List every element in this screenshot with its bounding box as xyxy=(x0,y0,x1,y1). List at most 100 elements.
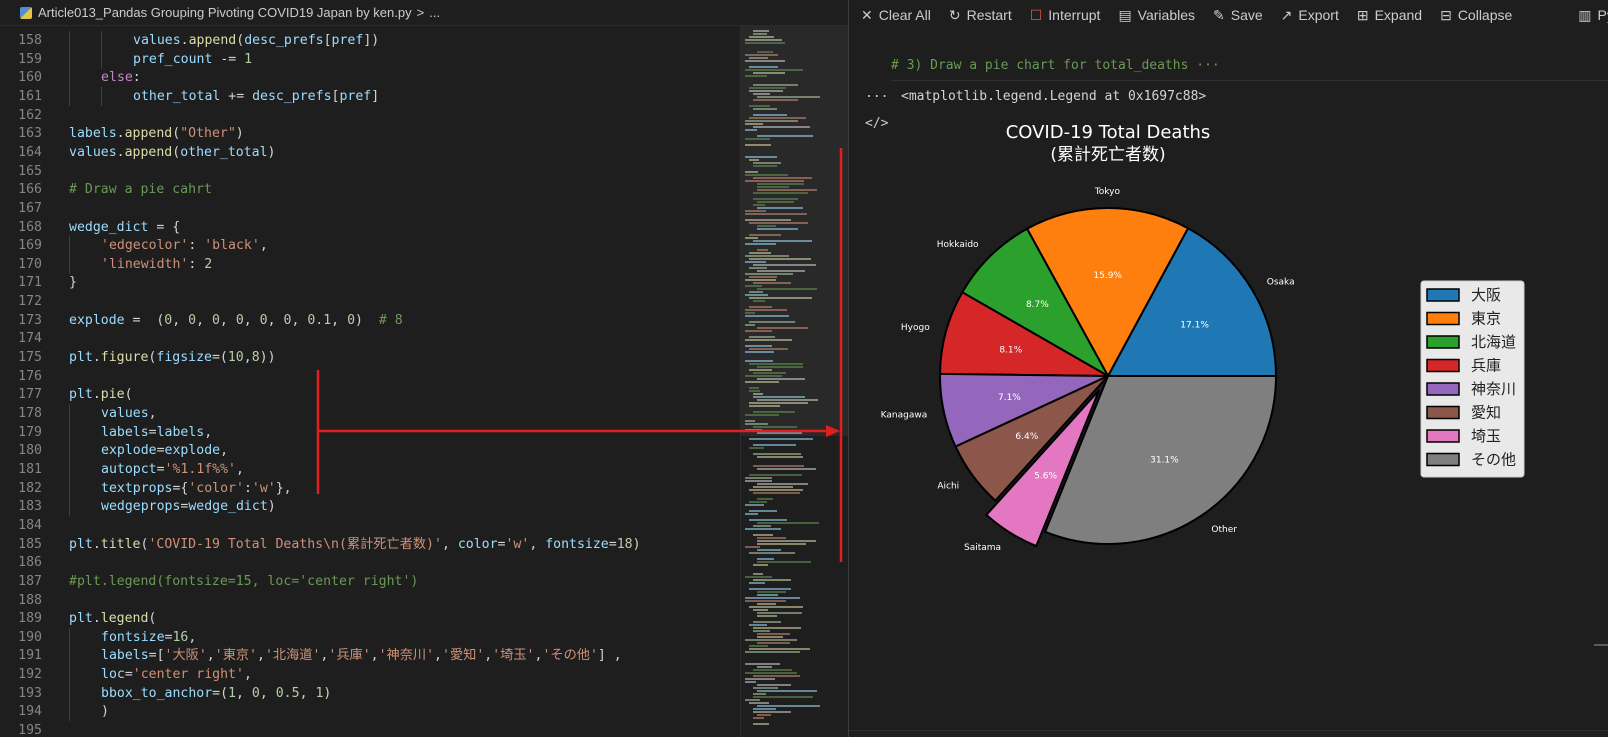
code-line[interactable]: 175 plt.figure(figsize=(10,8)) xyxy=(0,348,740,367)
minimap-line xyxy=(757,483,808,485)
minimap-line xyxy=(757,96,820,98)
code-token: '北海道' xyxy=(264,648,321,664)
code-line[interactable]: 190 fontsize=16, xyxy=(0,627,740,647)
kernel-selector[interactable]: ▥ Pytho xyxy=(1578,6,1608,24)
minimap-line xyxy=(757,366,803,368)
line-number: 164 xyxy=(18,144,42,160)
legend-swatch xyxy=(1426,429,1460,443)
code-token: , xyxy=(148,406,157,421)
code-line[interactable]: 173 explode = (0, 0, 0, 0, 0, 0, 0.1, 0) … xyxy=(0,311,740,330)
minimap-line xyxy=(757,288,817,290)
code-line[interactable]: 177 plt.pie( xyxy=(0,385,740,404)
code-line[interactable]: 171} xyxy=(0,273,740,292)
minimap-line xyxy=(753,708,776,710)
minimap-line xyxy=(745,600,786,602)
minimap-line xyxy=(745,255,789,257)
collapse-button[interactable]: ⊟ Collapse xyxy=(1440,6,1513,24)
code-line[interactable]: 170 'linewidth': 2 xyxy=(0,254,740,274)
legend-label: その他 xyxy=(1471,451,1516,469)
code-area[interactable]: 158 values.append(desc_prefs[pref]) 159 pre… xyxy=(0,26,740,737)
variables-button[interactable]: ▤ Variables xyxy=(1118,6,1195,24)
minimap-line xyxy=(753,525,771,527)
minimap-line xyxy=(749,66,778,68)
minimap-line xyxy=(753,393,763,395)
cell-input-collapsed[interactable]: # 3) Draw a pie chart for total_deaths ·… xyxy=(891,58,1220,73)
code-line[interactable]: 182 textprops={'color':'w'}, xyxy=(0,478,740,498)
code-line[interactable]: 159 pref_count -= 1 xyxy=(0,49,740,69)
scrollbar-thumb[interactable] xyxy=(1594,644,1608,646)
code-line[interactable]: 176 xyxy=(0,367,740,386)
minimap-line xyxy=(757,270,805,272)
expand-button[interactable]: ⊞ Expand xyxy=(1356,6,1423,24)
clear-all-button[interactable]: ✕ Clear All xyxy=(861,6,931,24)
interrupt-button[interactable]: ☐ Interrupt xyxy=(1029,6,1101,24)
code-line[interactable]: 194) xyxy=(0,702,740,722)
minimap-line xyxy=(749,267,767,269)
breadcrumb[interactable]: Article013_Pandas Grouping Pivoting COVI… xyxy=(0,0,848,26)
code-token: , xyxy=(188,629,197,645)
code-token: , xyxy=(204,424,213,440)
code-line[interactable]: 189 plt.legend( xyxy=(0,609,740,628)
code-line[interactable]: 163 labels.append("Other") xyxy=(0,124,740,143)
pie-chart: COVID-19 Total Deaths(累計死亡者数) 17.1% Osaka 1… xyxy=(881,122,1525,553)
minimap-line xyxy=(749,402,808,404)
code-line[interactable]: 183 wedgeprops=wedge_dict) xyxy=(0,497,740,517)
code-line[interactable]: 181 autopct='%1.1f%%', xyxy=(0,459,740,479)
code-editor[interactable]: Article013_Pandas Grouping Pivoting COVI… xyxy=(0,0,849,737)
code-line[interactable]: 161 other_total += desc_prefs[pref] xyxy=(0,86,740,106)
more-actions-icon[interactable]: ... xyxy=(865,86,889,101)
code-line[interactable]: 165 xyxy=(0,162,740,181)
code-line[interactable]: 188 xyxy=(0,591,740,610)
code-line[interactable]: 160 else: xyxy=(0,68,740,88)
code-token: color xyxy=(457,536,498,552)
code-line[interactable]: 168 wedge_dict = { xyxy=(0,218,740,237)
code-line[interactable]: 191 labels=['大阪','東京','北海道','兵庫','神奈川','愛… xyxy=(0,646,740,666)
code-line[interactable]: 185 plt.title('COVID-19 Total Deaths\n(累計… xyxy=(0,535,740,554)
minimap-line xyxy=(757,522,819,524)
code-toggle-icon[interactable]: </> xyxy=(865,116,889,131)
code-line[interactable]: 167 xyxy=(0,199,740,218)
code-line[interactable]: 166 # Draw a pie cahrt xyxy=(0,180,740,199)
code-token: fontsize xyxy=(101,629,165,645)
code-token: '埼玉' xyxy=(492,648,535,664)
code-line[interactable]: 179 labels=labels, xyxy=(0,422,740,442)
minimap[interactable] xyxy=(740,26,849,737)
code-token: 8 xyxy=(251,350,260,366)
save-button[interactable]: ✎ Save xyxy=(1213,6,1263,24)
export-button[interactable]: ↗ Export xyxy=(1280,6,1339,24)
code-token: ) xyxy=(632,536,641,552)
code-line[interactable]: 193 bbox_to_anchor=(1, 0, 0.5, 1) xyxy=(0,683,740,703)
code-line[interactable]: 195 xyxy=(0,721,740,737)
minimap-line xyxy=(753,192,808,194)
line-number: 172 xyxy=(18,294,42,310)
code-token: textprops xyxy=(101,480,173,496)
code-line[interactable]: 192 loc='center right', xyxy=(0,665,740,685)
code-line[interactable]: 187 #plt.legend(fontsize=15, loc='center … xyxy=(0,572,740,591)
code-token: . xyxy=(116,126,125,142)
code-token: 1 xyxy=(244,51,253,67)
indent-guide xyxy=(69,86,70,106)
minimap-line xyxy=(757,603,776,605)
code-line[interactable]: 186 xyxy=(0,553,740,572)
minimap-line xyxy=(749,489,803,491)
minimap-line xyxy=(749,348,788,350)
breadcrumb-file[interactable]: Article013_Pandas Grouping Pivoting COVI… xyxy=(38,5,412,20)
minimap-line xyxy=(749,582,765,584)
code-line[interactable]: 178 values, xyxy=(0,404,740,423)
breadcrumb-more[interactable]: ... xyxy=(429,5,441,20)
code-line[interactable]: 158 values.append(desc_prefs[pref]) xyxy=(0,31,740,50)
code-line[interactable]: 169 'edgecolor': 'black', xyxy=(0,236,740,256)
code-line[interactable]: 172 xyxy=(0,292,740,311)
code-line[interactable]: 174 xyxy=(0,329,740,348)
minimap-line xyxy=(753,534,773,536)
code-line[interactable]: 164 values.append(other_total) xyxy=(0,143,740,162)
line-number: 169 xyxy=(18,238,42,254)
minimap-line xyxy=(749,222,808,224)
code-line[interactable]: 184 xyxy=(0,516,740,535)
code-line[interactable]: 180 explode=explode, xyxy=(0,441,740,461)
minimap-line xyxy=(753,687,778,689)
code-token: = ( xyxy=(124,312,165,328)
restart-button[interactable]: ↻ Restart xyxy=(948,6,1012,24)
code-token: ( xyxy=(172,126,181,142)
code-line[interactable]: 162 xyxy=(0,106,740,125)
